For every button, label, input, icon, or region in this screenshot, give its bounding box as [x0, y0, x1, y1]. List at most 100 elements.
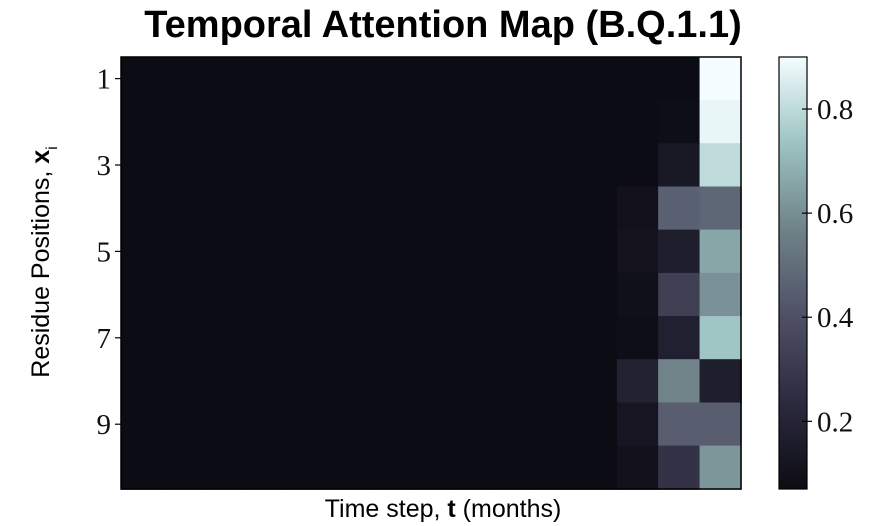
- heatmap-cell: [369, 143, 411, 187]
- heatmap-cell: [328, 230, 370, 274]
- heatmap-cell: [617, 100, 659, 144]
- heatmap-cell: [576, 446, 618, 490]
- heatmap-cell: [576, 100, 618, 144]
- heatmap-cell: [328, 403, 370, 447]
- heatmap-cell: [328, 316, 370, 360]
- heatmap-cell: [658, 446, 700, 490]
- heatmap-cell: [658, 403, 700, 447]
- heatmap-cell: [410, 143, 452, 187]
- heatmap-cell: [534, 143, 576, 187]
- heatmap-cell: [493, 273, 535, 317]
- heatmap-cell: [204, 57, 246, 101]
- heatmap-cell: [452, 187, 494, 231]
- heatmap-cell: [452, 230, 494, 274]
- heatmap-cell: [617, 273, 659, 317]
- heatmap-cell: [286, 403, 328, 447]
- heatmap-cell: [658, 230, 700, 274]
- heatmap-cell: [204, 446, 246, 490]
- heatmap-cell: [162, 100, 204, 144]
- heatmap-cell: [700, 316, 742, 360]
- heatmap-cell: [534, 403, 576, 447]
- heatmap-cell: [162, 359, 204, 403]
- heatmap-cell: [452, 57, 494, 101]
- heatmap-cell: [410, 187, 452, 231]
- y-tick-label: 9: [97, 409, 112, 441]
- heatmap-cell: [121, 143, 163, 187]
- heatmap-cell: [121, 403, 163, 447]
- heatmap-cell: [369, 403, 411, 447]
- heatmap-cell: [245, 100, 287, 144]
- heatmap-cell: [493, 57, 535, 101]
- heatmap-cell: [534, 57, 576, 101]
- heatmap-cell: [576, 143, 618, 187]
- heatmap-cell: [369, 273, 411, 317]
- heatmap-cell: [452, 316, 494, 360]
- heatmap-cell: [410, 316, 452, 360]
- heatmap-cell: [204, 273, 246, 317]
- heatmap-cell: [617, 316, 659, 360]
- heatmap-cell: [452, 100, 494, 144]
- heatmap-cell: [245, 273, 287, 317]
- y-axis-label-prefix: Residue Positions,: [27, 164, 55, 378]
- heatmap-cell: [121, 230, 163, 274]
- heatmap-cell: [410, 403, 452, 447]
- y-tick-label: 1: [97, 64, 112, 96]
- heatmap-cell: [658, 187, 700, 231]
- heatmap-cell: [452, 359, 494, 403]
- chart-title: Temporal Attention Map (B.Q.1.1): [144, 4, 741, 46]
- heatmap-cell: [658, 273, 700, 317]
- heatmap-cell: [576, 187, 618, 231]
- heatmap-cell: [162, 143, 204, 187]
- heatmap-cell: [576, 57, 618, 101]
- heatmap-cell: [658, 100, 700, 144]
- heatmap-cell: [121, 359, 163, 403]
- heatmap-cell: [245, 143, 287, 187]
- heatmap-cell: [369, 316, 411, 360]
- heatmap-cell: [534, 316, 576, 360]
- heatmap-cell: [617, 57, 659, 101]
- colorbar-tick-label: 0.4: [817, 302, 854, 334]
- heatmap-cell: [328, 446, 370, 490]
- heatmap-cell: [493, 359, 535, 403]
- heatmap-cell: [658, 359, 700, 403]
- heatmap-cell: [162, 403, 204, 447]
- heatmap-cell: [493, 230, 535, 274]
- heatmap-cell: [162, 446, 204, 490]
- heatmap-cell: [328, 273, 370, 317]
- heatmap-cell: [204, 100, 246, 144]
- heatmap-cell: [328, 187, 370, 231]
- heatmap-cell: [162, 273, 204, 317]
- heatmap-cell: [617, 143, 659, 187]
- colorbar-ticks: 0.2 0.4 0.6 0.8: [802, 94, 854, 438]
- heatmap-cell: [617, 403, 659, 447]
- heatmap-cell: [245, 230, 287, 274]
- heatmap-cell: [576, 230, 618, 274]
- heatmap-cell: [245, 57, 287, 101]
- heatmap-cell: [204, 143, 246, 187]
- heatmap-cell: [328, 143, 370, 187]
- heatmap-cell: [493, 100, 535, 144]
- heatmap-cell: [410, 446, 452, 490]
- heatmap-cell: [534, 359, 576, 403]
- heatmap-cell: [162, 187, 204, 231]
- heatmap-cell: [286, 230, 328, 274]
- heatmap-cell: [410, 230, 452, 274]
- heatmap-cell: [286, 187, 328, 231]
- y-tick-label: 5: [97, 236, 112, 268]
- colorbar-tick-label: 0.6: [817, 198, 853, 230]
- heatmap-cell: [121, 187, 163, 231]
- heatmap-cell: [121, 446, 163, 490]
- heatmap-cell: [328, 359, 370, 403]
- heatmap-cell: [700, 57, 742, 101]
- y-axis-ticks: 13579: [97, 64, 122, 442]
- heatmap-cell: [286, 143, 328, 187]
- heatmap-cell: [286, 100, 328, 144]
- heatmap-cell: [121, 100, 163, 144]
- heatmap-cell: [658, 143, 700, 187]
- heatmap-cells: [121, 57, 742, 490]
- y-tick-label: 7: [97, 323, 112, 355]
- heatmap-cell: [700, 143, 742, 187]
- heatmap-cell: [245, 359, 287, 403]
- heatmap-cell: [658, 57, 700, 101]
